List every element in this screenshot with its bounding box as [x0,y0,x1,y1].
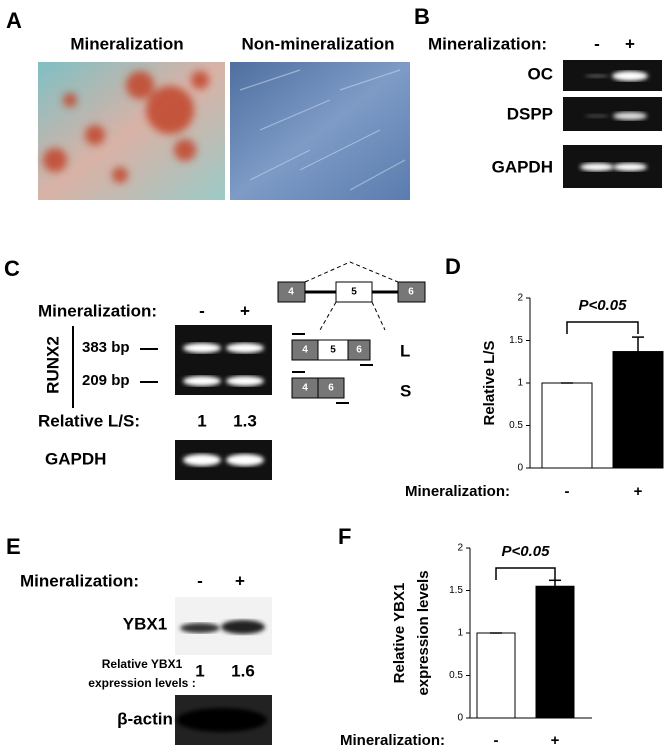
y-axis-label: expression levels [415,570,432,695]
significance-label: P<0.05 [502,543,551,560]
y-tick-label: 0.5 [449,670,463,681]
y-tick-label: 1.5 [509,335,523,346]
band-size: 383 bp [82,339,130,356]
gel [563,60,662,188]
control-label: β-actin [117,709,173,728]
significance-label: P<0.05 [579,297,628,314]
condition-label: Mineralization: [20,571,139,590]
panel-label: A [6,8,22,33]
gel [175,325,272,480]
significance-bracket [495,567,556,580]
ratio-label: Relative YBX1 [102,657,183,671]
minus: - [594,34,600,53]
isoform-label: L [400,341,410,360]
x-tick-label: - [494,732,499,749]
isoform-label: S [400,381,411,400]
condition-label: Mineralization: [38,301,157,320]
y-tick-label: 0 [517,463,523,474]
y-tick-label: 2 [457,543,463,554]
band-size: 209 bp [82,372,130,389]
panel-label: B [414,4,430,29]
gene-label: RUNX2 [43,336,62,394]
x-axis-label: Mineralization: [405,483,510,500]
y-axis-label: Relative YBX1 [391,583,408,684]
y-axis-label: Relative L/S [481,340,498,425]
western-blot [175,597,272,745]
gene-label: YBX1 [123,614,167,633]
ratio-value: 1 [195,661,204,680]
exon-label: 6 [408,287,414,298]
splice-diagram [277,261,426,404]
gel-row-label: DSPP [507,104,553,123]
condition-label: Mineralization: [428,34,547,53]
y-tick-label: 1.5 [449,585,463,596]
ratio-value: 1.3 [233,411,257,430]
x-tick-label: + [634,483,643,500]
significance-bracket [566,321,639,334]
plus: + [235,571,245,590]
exon-label: 5 [330,345,336,356]
micrograph-control [230,62,410,200]
ratio-value: 1 [197,411,206,430]
exon-label: 6 [356,345,362,356]
ratio-label: expression levels : [88,676,195,690]
y-tick-label: 2 [517,293,523,304]
minus: - [197,571,203,590]
panel-label: F [338,524,351,549]
panel-label: D [445,254,461,279]
exon-label: 4 [302,345,308,356]
x-tick-label: - [565,483,570,500]
micrograph-mineralized [38,62,225,200]
y-tick-label: 1 [517,378,523,389]
panel-label: E [6,534,21,559]
gel-row-label: OC [528,64,554,83]
exon-label: 5 [351,287,357,298]
y-tick-label: 1 [457,628,463,639]
bar [612,351,664,469]
plus: + [625,34,635,53]
y-tick-label: 0.5 [509,420,523,431]
x-axis-label: Mineralization: [340,732,445,749]
y-tick-label: 0 [457,713,463,724]
control-label: GAPDH [45,449,106,468]
ratio-value: 1.6 [231,661,255,680]
exon-label: 4 [302,383,308,394]
exon-label: 6 [328,383,334,394]
exon-label: 4 [288,287,294,298]
minus: - [199,301,205,320]
image-title: Non-mineralization [241,34,394,53]
x-tick-label: + [551,732,560,749]
gel-row-label: GAPDH [492,157,553,176]
panel-label: C [4,256,20,281]
image-title: Mineralization [70,34,183,53]
bar [476,632,516,719]
plus: + [240,301,250,320]
bar [535,585,575,719]
bar [541,382,593,469]
ratio-label: Relative L/S: [38,411,140,430]
